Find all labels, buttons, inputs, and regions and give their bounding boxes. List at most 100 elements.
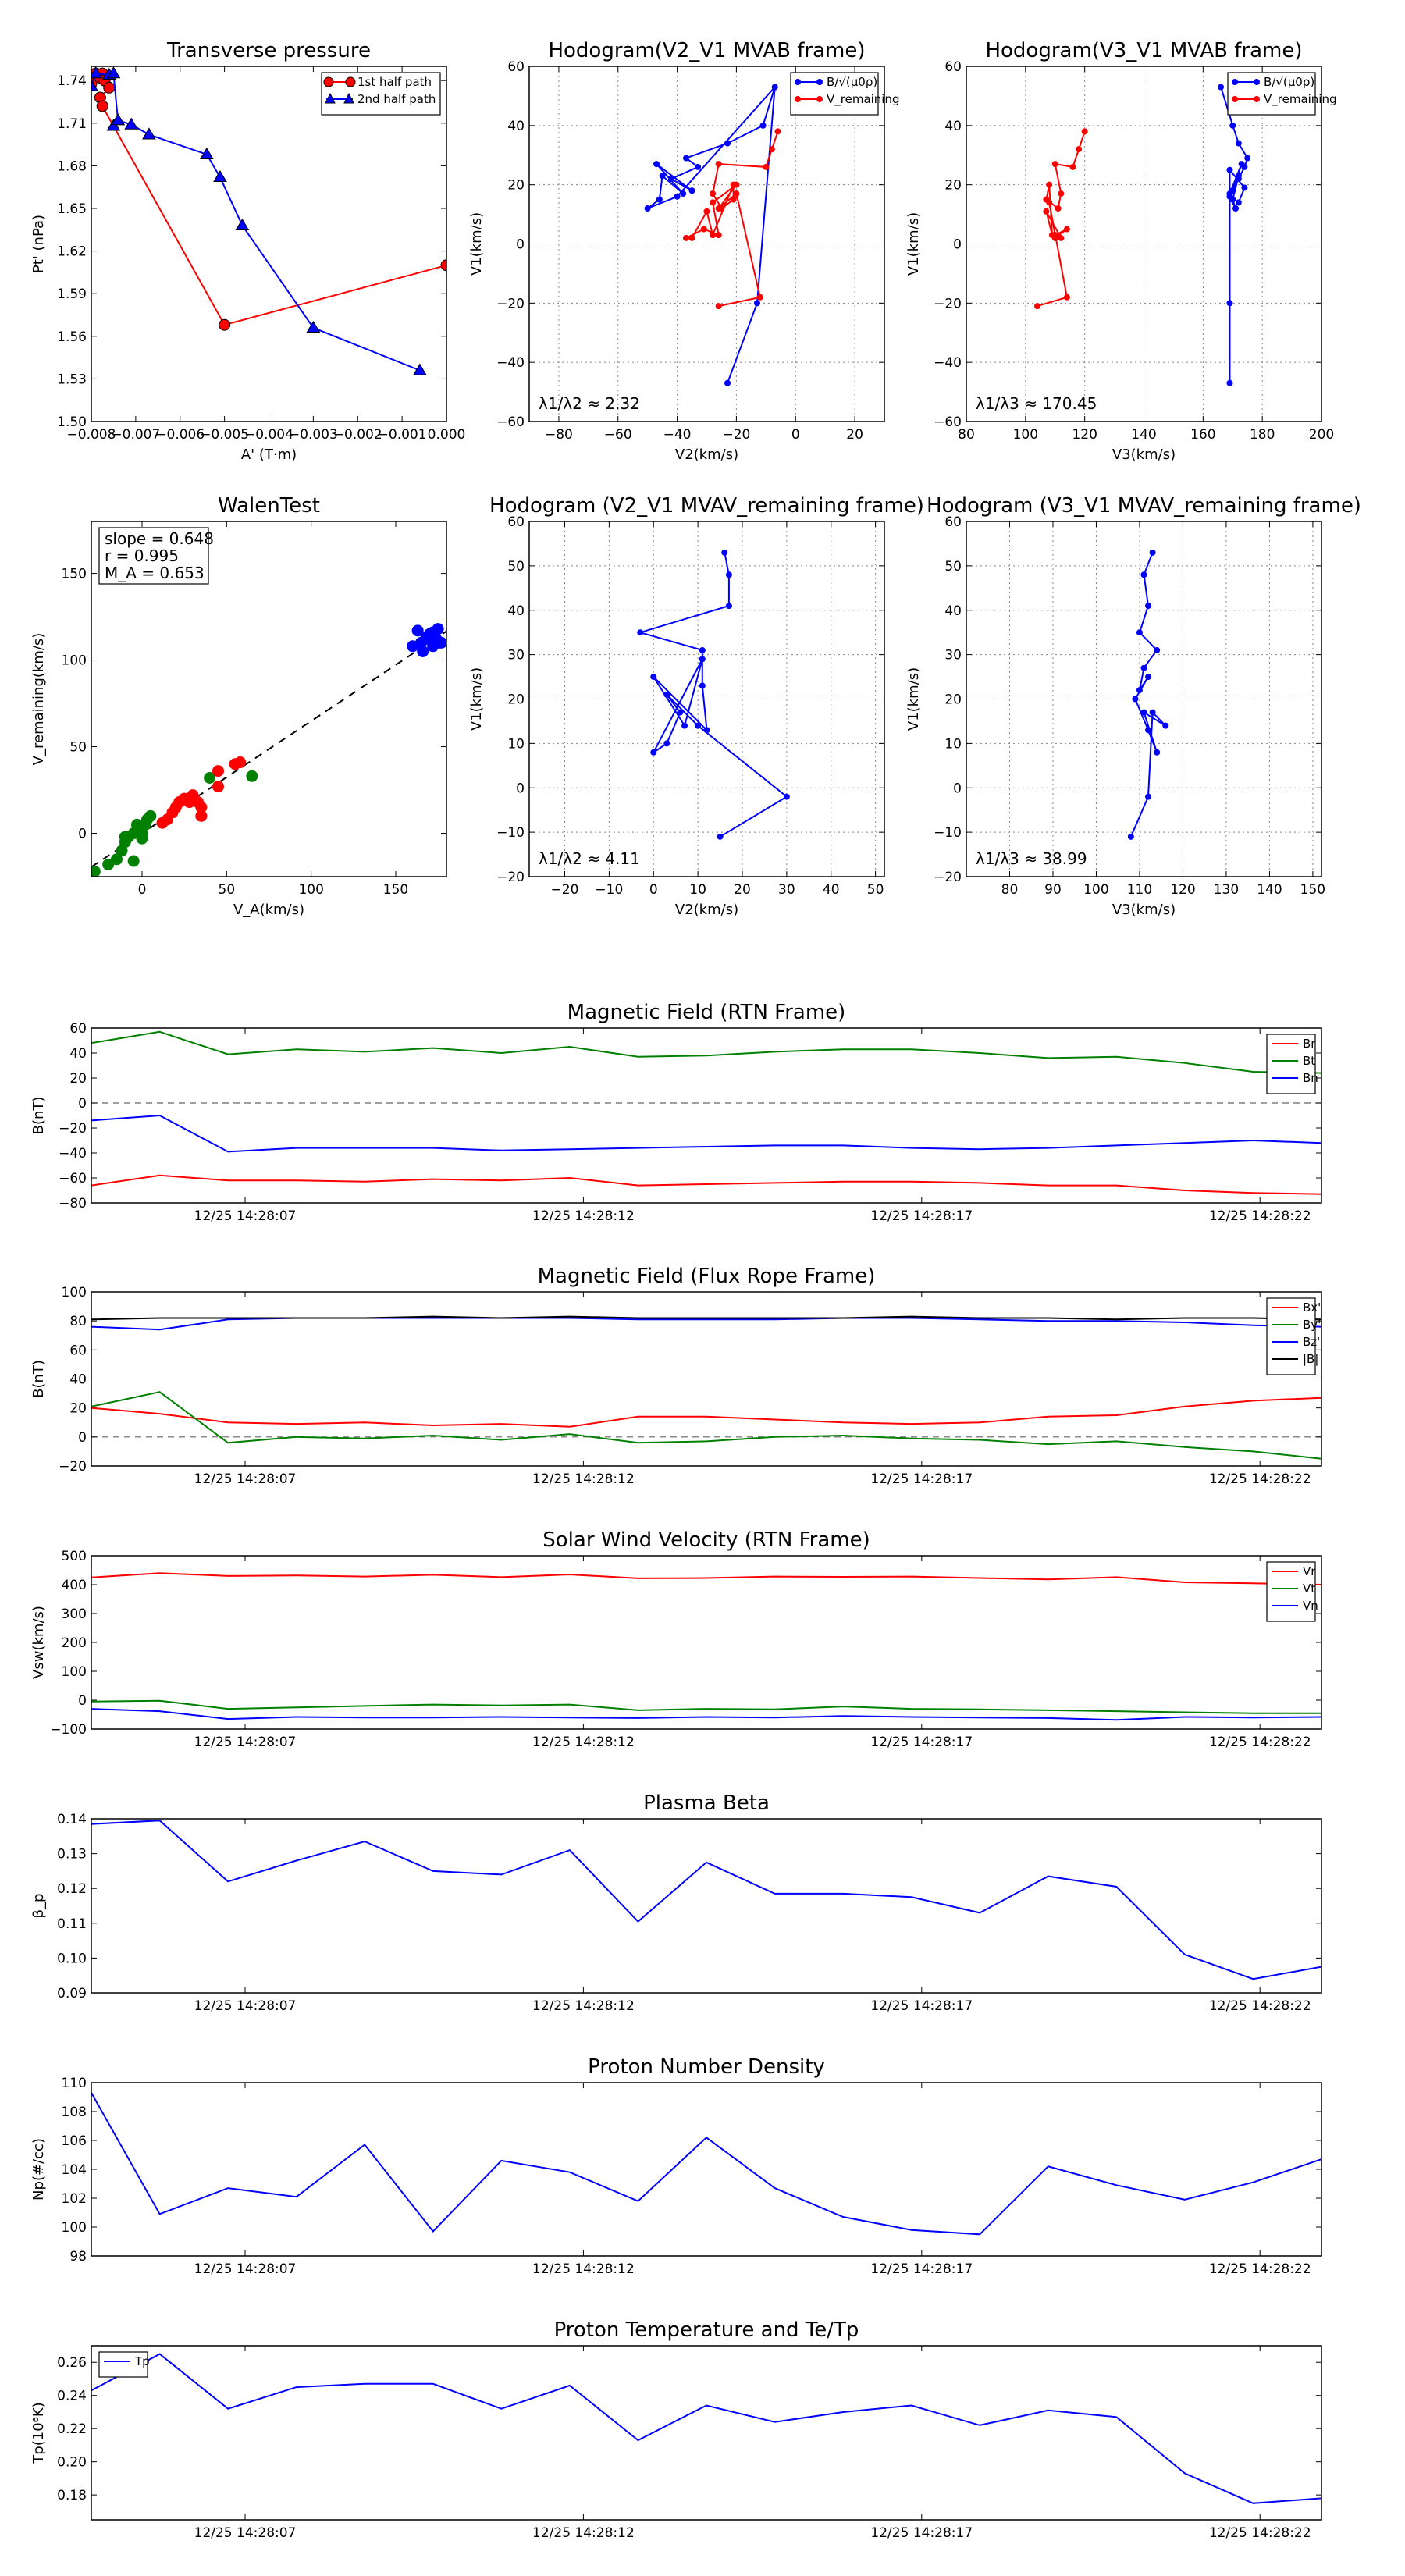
- hodogram-v3v1-mvav-ytick-label: 0: [953, 781, 962, 796]
- hodogram-v3v1-mvab-xtick-label: 120: [1072, 427, 1097, 443]
- hodogram-v2v1-mvab-point: [668, 176, 674, 183]
- hodogram-v3v1-mvab-xtick-label: 200: [1309, 427, 1334, 443]
- hodogram-v2v1-mvab-point: [753, 300, 760, 307]
- magnetic-field-flux-rope-legend: Bx' By' Bz' |B|: [1266, 1297, 1321, 1375]
- walen-test-ytick-label: 50: [69, 740, 87, 756]
- hodogram-v3v1-mvav-ytick-label: 60: [944, 514, 962, 530]
- transverse-pressure-ytick-label: 1.53: [57, 372, 87, 387]
- solar-wind-velocity-ytick-label: −100: [50, 1722, 87, 1738]
- hodogram-v3v1-mvab-point: [1218, 84, 1225, 91]
- walen-test-stats-line: M_A = 0.653: [105, 564, 205, 582]
- magnetic-field-flux-rope-xtick-label: 12/25 14:28:12: [532, 1471, 635, 1487]
- proton-number-density-xtick-label: 12/25 14:28:07: [194, 2261, 297, 2277]
- solar-wind-velocity-xtick-label: 12/25 14:28:12: [532, 1735, 635, 1750]
- hodogram-v2v1-mvab-point: [768, 146, 775, 153]
- hodogram-v3v1-mvab-ytick-label: 20: [944, 178, 962, 194]
- walen-test-point: [136, 832, 148, 845]
- hodogram-v3v1-mvav-point: [1149, 549, 1156, 556]
- magnetic-field-rtn-series-0-line: [91, 1174, 1321, 1195]
- hodogram-v2v1-mvav-point: [663, 691, 670, 698]
- hodogram-v3v1-mvab-point: [1081, 128, 1088, 135]
- hodogram-v2v1-mvav-point: [721, 549, 728, 556]
- hodogram-v2v1-mvab-point: [680, 190, 687, 197]
- transverse-pressure-point: [106, 66, 121, 79]
- walen-test-ylabel: V_remaining(km/s): [30, 633, 47, 766]
- transverse-pressure-legend-marker: [325, 92, 336, 104]
- magnetic-field-rtn-xtick-label: 12/25 14:28:07: [194, 1208, 297, 1224]
- transverse-pressure-xtick-label: −0.005: [200, 427, 249, 443]
- transverse-pressure-legend-box: [321, 72, 441, 116]
- hodogram-v2v1-mvav-point: [663, 740, 670, 747]
- hodogram-v2v1-mvav-ytick-label: 30: [507, 648, 525, 664]
- hodogram-v2v1-mvav-point: [699, 656, 706, 663]
- hodogram-v3v1-mvav-xtick-label: 90: [1044, 882, 1062, 898]
- transverse-pressure-ytick-label: 1.50: [57, 415, 87, 430]
- hodogram-v2v1-mvab-ylabel: V1(km/s): [468, 212, 485, 276]
- walen-test-stats-line: r = 0.995: [105, 546, 179, 565]
- proton-number-density-ytick-label: 108: [62, 2105, 87, 2120]
- walen-test-point: [234, 756, 247, 769]
- hodogram-v3v1-mvab-point: [1235, 173, 1242, 180]
- plasma-beta-xtick-label: 12/25 14:28:07: [194, 1998, 297, 2014]
- transverse-pressure-point: [200, 147, 214, 159]
- hodogram-v2v1-mvav-xtick-label: 30: [778, 882, 795, 898]
- hodogram-v2v1-mvab-frame: [528, 66, 885, 422]
- proton-number-density-xtick-label: 12/25 14:28:22: [1209, 2261, 1311, 2277]
- walen-test-xlabel: V_A(km/s): [233, 902, 304, 918]
- hodogram-v3v1-mvab-xtick-label: 180: [1250, 427, 1275, 443]
- solar-wind-velocity-series-1-line: [91, 1699, 1321, 1714]
- hodogram-v2v1-mvab-point: [715, 303, 722, 310]
- proton-number-density-ytick-label: 106: [62, 2133, 87, 2149]
- hodogram-v3v1-mvab-ytick-label: −40: [934, 355, 962, 371]
- magnetic-field-flux-rope-series-3-line: [91, 1315, 1321, 1321]
- hodogram-v2v1-mvab-point: [653, 161, 660, 168]
- solar-wind-velocity-title: Solar Wind Velocity (RTN Frame): [542, 1528, 870, 1552]
- hodogram-v3v1-mvav-xtick-label: 110: [1127, 882, 1152, 898]
- magnetic-field-flux-rope-title: Magnetic Field (Flux Rope Frame): [538, 1265, 876, 1288]
- walen-test-point: [246, 770, 258, 782]
- hodogram-v2v1-mvab-panel: Hodogram(V2_V1 MVAB frame) −60 −40 −20 0 20 40…: [468, 39, 900, 463]
- proton-number-density-panel: Proton Number Density 98 100 102 104 106 108 11…: [30, 2055, 1322, 2277]
- hodogram-v3v1-mvab-point: [1058, 190, 1065, 197]
- hodogram-v3v1-mvav-point: [1140, 664, 1147, 671]
- walen-test-point: [119, 831, 131, 843]
- hodogram-v2v1-mvab-point: [724, 140, 731, 147]
- walen-test-xtick-label: 150: [383, 882, 408, 898]
- magnetic-field-rtn-ytick-label: −80: [59, 1196, 87, 1212]
- hodogram-v2v1-mvab-point: [682, 234, 689, 241]
- hodogram-v2v1-mvav-point: [699, 682, 706, 689]
- magnetic-field-flux-rope-ytick-label: −20: [59, 1459, 87, 1475]
- hodogram-v3v1-mvav-point: [1127, 833, 1134, 840]
- hodogram-v3v1-mvab-legend-marker: [1232, 96, 1238, 102]
- plasma-beta-ytick-label: 0.14: [57, 1812, 87, 1827]
- magnetic-field-rtn-ylabel: B(nT): [30, 1097, 47, 1135]
- hodogram-v3v1-mvab-legend-label: V_remaining: [1264, 92, 1337, 107]
- solar-wind-velocity-xtick-label: 12/25 14:28:07: [194, 1735, 297, 1750]
- transverse-pressure-legend-label: 1st half path: [357, 75, 432, 89]
- hodogram-v3v1-mvab-point: [1043, 208, 1050, 215]
- hodogram-v3v1-mvab-point: [1244, 155, 1251, 162]
- transverse-pressure-ytick-label: 1.62: [57, 244, 87, 260]
- transverse-pressure-point: [413, 363, 427, 375]
- hodogram-v3v1-mvab-point: [1069, 163, 1076, 170]
- magnetic-field-flux-rope-ytick-label: 60: [69, 1343, 87, 1358]
- walen-test-xtick-label: 0: [138, 882, 147, 898]
- magnetic-field-flux-rope-legend-box: [1266, 1297, 1316, 1375]
- plasma-beta-ytick-label: 0.13: [57, 1847, 87, 1863]
- walen-test-panel: WalenTest 0 50 100 150 0 50 100 150 V_A(km/s) V_re…: [30, 494, 447, 918]
- transverse-pressure-panel: Transverse pressure 1.50 1.53 1.56 1.59 1.62 1…: [30, 39, 465, 463]
- hodogram-v2v1-mvav-point: [699, 646, 706, 653]
- magnetic-field-flux-rope-xtick-label: 12/25 14:28:17: [870, 1471, 973, 1487]
- proton-temperature-legend: Tp: [98, 2351, 150, 2378]
- solar-wind-velocity-ytick-label: 400: [62, 1578, 87, 1593]
- magnetic-field-flux-rope-series-1-line: [91, 1391, 1321, 1460]
- transverse-pressure-point: [103, 81, 116, 94]
- transverse-pressure-legend: 1st half path 2nd half path: [321, 72, 441, 116]
- proton-temperature-xtick-label: 12/25 14:28:17: [870, 2525, 973, 2541]
- hodogram-v3v1-mvav-point: [1149, 709, 1156, 716]
- hodogram-v3v1-mvab-xtick-label: 100: [1013, 427, 1038, 443]
- hodogram-v3v1-mvab-point: [1076, 146, 1083, 153]
- hodogram-v2v1-mvab-legend: B/√(μ0ρ) V_remaining: [790, 72, 900, 116]
- hodogram-v2v1-mvav-xtick-label: 0: [649, 882, 658, 898]
